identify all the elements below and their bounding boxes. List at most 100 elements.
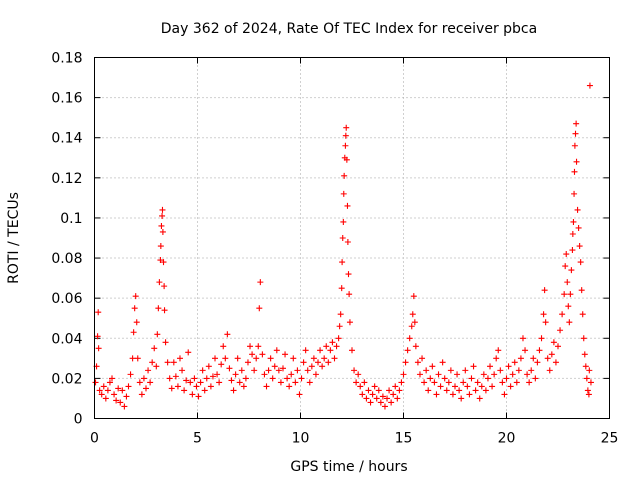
data-point bbox=[315, 359, 322, 366]
data-point bbox=[552, 359, 559, 366]
data-point bbox=[96, 387, 103, 394]
data-point bbox=[134, 355, 141, 362]
data-point bbox=[346, 291, 353, 298]
data-point bbox=[381, 403, 388, 410]
data-point bbox=[346, 319, 353, 326]
y-tick-label: 0.12 bbox=[51, 171, 82, 187]
data-point bbox=[579, 311, 586, 318]
data-point bbox=[408, 323, 415, 330]
data-point bbox=[572, 130, 579, 137]
data-point bbox=[367, 399, 374, 406]
data-point bbox=[267, 355, 274, 362]
y-tick-label: 0.1 bbox=[60, 211, 82, 227]
data-point bbox=[377, 399, 384, 406]
data-point bbox=[133, 319, 140, 326]
data-point bbox=[373, 395, 380, 402]
data-point bbox=[396, 387, 403, 394]
data-point bbox=[106, 379, 113, 386]
data-point bbox=[509, 371, 516, 378]
data-point bbox=[269, 375, 276, 382]
data-point bbox=[230, 387, 237, 394]
data-point bbox=[476, 395, 483, 402]
data-point bbox=[191, 375, 198, 382]
data-point bbox=[580, 335, 587, 342]
data-points bbox=[92, 82, 594, 410]
data-point bbox=[172, 373, 179, 380]
data-point bbox=[312, 371, 319, 378]
data-point bbox=[571, 168, 578, 175]
data-point bbox=[304, 367, 311, 374]
data-point bbox=[104, 387, 111, 394]
data-point bbox=[249, 351, 256, 358]
data-point bbox=[140, 375, 147, 382]
data-point bbox=[503, 375, 510, 382]
data-point bbox=[164, 359, 171, 366]
data-point bbox=[462, 367, 469, 374]
plot-frame bbox=[94, 57, 610, 419]
data-point bbox=[584, 387, 591, 394]
data-point bbox=[94, 333, 101, 340]
data-point bbox=[400, 371, 407, 378]
data-point bbox=[145, 367, 152, 374]
data-point bbox=[168, 385, 175, 392]
data-point bbox=[384, 395, 391, 402]
data-point bbox=[421, 379, 428, 386]
x-axis-label: GPS time / hours bbox=[290, 459, 407, 475]
data-point bbox=[195, 393, 202, 400]
data-point bbox=[574, 206, 581, 213]
data-point bbox=[480, 371, 487, 378]
data-point bbox=[294, 367, 301, 374]
data-point bbox=[257, 279, 264, 286]
data-point bbox=[176, 355, 183, 362]
data-point bbox=[340, 218, 347, 225]
data-point bbox=[214, 371, 221, 378]
data-point bbox=[449, 391, 456, 398]
data-point bbox=[501, 391, 508, 398]
data-point bbox=[548, 351, 555, 358]
data-point bbox=[538, 335, 545, 342]
data-point bbox=[569, 230, 576, 237]
data-point bbox=[228, 377, 235, 384]
data-point bbox=[197, 379, 204, 386]
data-point bbox=[513, 379, 520, 386]
data-point bbox=[308, 363, 315, 370]
data-point bbox=[261, 371, 268, 378]
data-point bbox=[98, 391, 105, 398]
data-point bbox=[203, 375, 210, 382]
data-point bbox=[511, 359, 518, 366]
data-point bbox=[271, 363, 278, 370]
data-point bbox=[566, 319, 573, 326]
data-point bbox=[263, 383, 270, 390]
data-point bbox=[187, 379, 194, 386]
data-point bbox=[456, 387, 463, 394]
y-tick-label: 0.14 bbox=[51, 131, 82, 147]
y-tick-label: 0.16 bbox=[51, 91, 82, 107]
data-point bbox=[544, 355, 551, 362]
data-point bbox=[340, 190, 347, 197]
x-tick-label: 25 bbox=[601, 431, 619, 447]
data-point bbox=[255, 343, 262, 350]
data-point bbox=[557, 327, 564, 334]
data-point bbox=[532, 375, 539, 382]
data-point bbox=[159, 206, 166, 213]
data-point bbox=[564, 279, 571, 286]
data-point bbox=[404, 347, 411, 354]
data-point bbox=[193, 383, 200, 390]
axis-ticks: 0 5 10 15 20 25 0 0.02 0.04 0.06 0.08 0.1 0.12 0.14 0.… bbox=[51, 51, 618, 447]
data-point bbox=[419, 355, 426, 362]
data-point bbox=[119, 387, 126, 394]
data-point bbox=[571, 142, 578, 149]
data-point bbox=[265, 367, 272, 374]
data-point bbox=[113, 397, 120, 404]
data-point bbox=[100, 383, 107, 390]
y-tick-label: 0.08 bbox=[51, 251, 82, 267]
y-tick-label: 0.18 bbox=[51, 51, 82, 67]
data-point bbox=[427, 375, 434, 382]
data-point bbox=[156, 279, 163, 286]
data-point bbox=[559, 311, 566, 318]
data-point bbox=[587, 379, 594, 386]
data-point bbox=[379, 393, 386, 400]
data-point bbox=[95, 309, 102, 316]
data-point bbox=[570, 218, 577, 225]
data-point bbox=[121, 403, 128, 410]
